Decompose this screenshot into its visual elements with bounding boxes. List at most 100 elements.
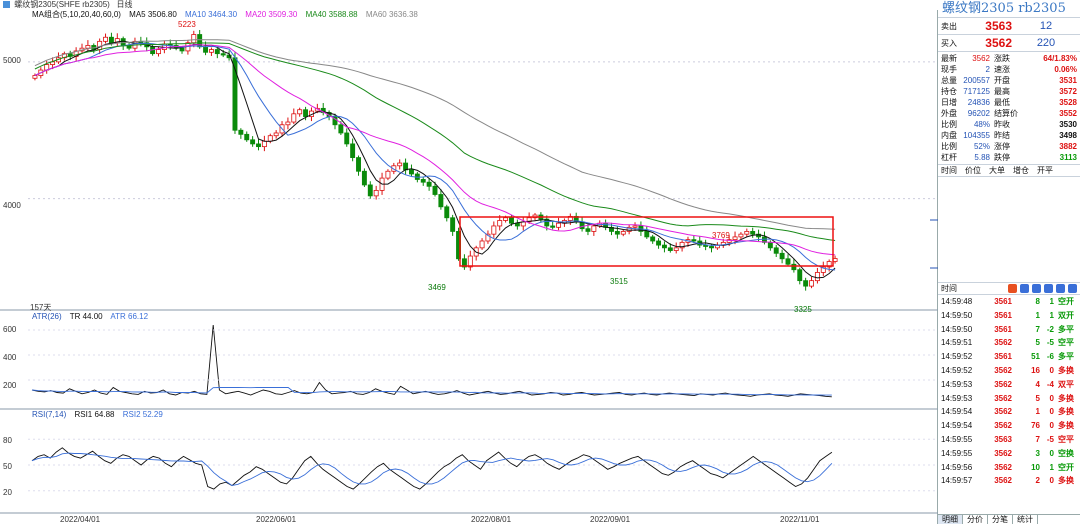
tick-row[interactable]: 14:59:55 3562 3 0 空换	[938, 447, 1080, 461]
tick-q: 3	[1035, 448, 1040, 458]
tick-t: 14:59:53	[941, 393, 973, 403]
stat-v-7: 104355	[963, 131, 990, 140]
keyboard-icon[interactable]	[1044, 284, 1053, 293]
tab-0[interactable]: 明细	[938, 515, 963, 524]
app-icon	[3, 1, 10, 8]
tick-q: 1	[1035, 407, 1040, 417]
rsi-label[interactable]: RSI(7,14)	[32, 410, 67, 419]
tick-row[interactable]: 14:59:52 3561 51 -6 多平	[938, 350, 1080, 364]
column-3[interactable]: 增仓	[1013, 166, 1029, 175]
column-1[interactable]: 价位	[965, 166, 981, 175]
candle-body	[338, 124, 344, 134]
tick-p: 3562	[994, 365, 1012, 375]
stat-k2-0: 涨跌	[994, 54, 1010, 63]
tick-row[interactable]: 14:59:57 3562 2 0 多换	[938, 474, 1080, 488]
tick-q: 1	[1035, 310, 1040, 320]
tick-row[interactable]: 14:59:54 3562 76 0 多换	[938, 419, 1080, 433]
tick-row[interactable]: 14:59:55 3563 7 -5 空平	[938, 433, 1080, 447]
period-label[interactable]: 日线	[116, 0, 133, 9]
grid-icon[interactable]	[1068, 284, 1077, 293]
candle-body	[497, 220, 503, 227]
tick-row[interactable]: 14:59:56 3562 10 1 空开	[938, 461, 1080, 475]
ma-combo-label[interactable]: MA组合(5,10,20,40,60,0)	[32, 10, 121, 19]
tick-d: -5	[1046, 434, 1054, 444]
tick-p: 3562	[994, 379, 1012, 389]
sogou-icon[interactable]	[1008, 284, 1017, 293]
quote-panel: 螺纹钢2305 rb2305 卖出 3563 12 买入 3562 220 最新…	[938, 0, 1080, 524]
chart-area[interactable]: 螺纹钢2305(SHFE rb2305) 日线 MA组合(5,10,20,40,…	[0, 0, 938, 524]
tick-list[interactable]: 14:59:48 3561 8 1 空开 14:59:50 3561 1 1 双开 14:59:50…	[938, 295, 1080, 488]
highlight-box	[459, 216, 834, 267]
tab-3[interactable]: 统计	[1013, 515, 1038, 524]
tick-t: 14:59:52	[941, 352, 973, 362]
rsi-legend: RSI(7,14) RSI1 64.88 RSI2 52.29	[32, 410, 169, 420]
tick-row[interactable]: 14:59:52 3562 16 0 多换	[938, 364, 1080, 378]
sell-row[interactable]: 卖出 3563 12	[938, 18, 1080, 35]
ma20-line	[34, 44, 836, 256]
y-label-4000: 4000	[3, 201, 21, 210]
atr-value: ATR 66.12	[110, 312, 149, 321]
ma40-value: MA40 3588.88	[305, 10, 358, 19]
stat-v2-0: 64/1.83%	[1043, 54, 1077, 63]
x-label-sep: 2022/09/01	[590, 515, 631, 524]
tick-row[interactable]: 14:59:50 3561 1 1 双开	[938, 309, 1080, 323]
tab-2[interactable]: 分笔	[988, 515, 1013, 524]
tick-t: 14:59:54	[941, 407, 973, 417]
tick-row[interactable]: 14:59:48 3561 8 1 空开	[938, 295, 1080, 309]
tick-q: 10	[1031, 462, 1040, 472]
x-label-apr: 2022/04/01	[60, 515, 101, 524]
lang-icon[interactable]	[1020, 284, 1029, 293]
candle-body	[750, 231, 756, 235]
stat-k-4: 日增	[941, 98, 957, 107]
tick-q: 4	[1035, 379, 1040, 389]
tick-row[interactable]: 14:59:53 3562 5 0 多换	[938, 392, 1080, 406]
tick-row[interactable]: 14:59:51 3562 5 -5 空平	[938, 336, 1080, 350]
tick-n: 空平	[1058, 434, 1074, 444]
candle-body	[403, 162, 409, 171]
candle-body	[350, 143, 356, 158]
candle-body	[297, 109, 303, 115]
column-2[interactable]: 大单	[989, 166, 1005, 175]
column-4[interactable]: 开平	[1037, 166, 1053, 175]
sell-price[interactable]: 3563	[985, 19, 1012, 33]
candle-body	[450, 217, 456, 232]
candle-body	[544, 218, 550, 227]
mic-icon[interactable]	[1032, 284, 1041, 293]
column-0[interactable]: 时间	[941, 166, 957, 175]
user-icon[interactable]	[1056, 284, 1065, 293]
tick-t: 14:59:55	[941, 434, 973, 444]
ma20-value: MA20 3509.30	[245, 10, 298, 19]
kline-chart[interactable]	[0, 0, 938, 524]
tick-n: 多换	[1058, 365, 1074, 375]
candle-body	[244, 133, 250, 141]
stat-k-6: 比例	[941, 120, 957, 129]
stat-k2-1: 速涨	[994, 65, 1010, 74]
tick-q: 8	[1035, 297, 1040, 306]
tick-row[interactable]: 14:59:53 3562 4 -4 双平	[938, 378, 1080, 392]
tick-q: 2	[1035, 476, 1040, 486]
candle-body	[644, 231, 650, 238]
candle-body	[420, 179, 426, 183]
tab-1[interactable]: 分价	[963, 515, 988, 524]
atr-label[interactable]: ATR(26)	[32, 312, 62, 321]
low2-label: 3515	[610, 277, 628, 286]
candle-body	[809, 280, 814, 287]
candle-body	[820, 266, 826, 273]
tick-t: 14:59:56	[941, 462, 973, 472]
candle-body	[303, 109, 309, 117]
candle-body	[103, 36, 108, 42]
tick-row[interactable]: 14:59:54 3562 1 0 多换	[938, 405, 1080, 419]
tick-p: 3562	[994, 421, 1012, 431]
days-label: 157天	[30, 303, 52, 312]
candle-body	[385, 170, 391, 179]
candle-body	[632, 225, 638, 228]
tick-d: 0	[1049, 476, 1054, 486]
tick-n: 多平	[1058, 352, 1074, 362]
candle-body	[250, 139, 256, 145]
candle-body	[291, 113, 297, 123]
tick-p: 3562	[994, 448, 1012, 458]
tick-row[interactable]: 14:59:50 3561 7 -2 多平	[938, 323, 1080, 337]
candle-body	[585, 228, 591, 232]
buy-price[interactable]: 3562	[985, 36, 1012, 50]
buy-row[interactable]: 买入 3562 220	[938, 35, 1080, 52]
